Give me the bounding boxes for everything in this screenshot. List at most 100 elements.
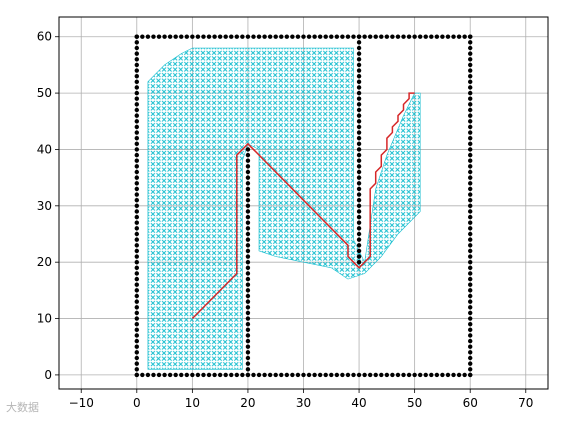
obstacle-point [468,355,473,361]
obstacle-point [151,34,156,39]
obstacle-point [134,316,139,321]
obstacle-point [134,276,139,282]
obstacle-point [451,372,456,378]
obstacle-point [401,34,406,39]
obstacle-point [334,372,340,378]
obstacle-point [468,181,473,186]
obstacle-point [468,372,473,378]
obstacle-point [468,305,473,310]
obstacle-point [468,338,473,344]
obstacle-point [134,367,139,372]
obstacle-point [468,68,473,73]
obstacle-point [134,209,139,214]
y-tick-label: 50 [37,86,52,100]
obstacle-point [384,372,390,378]
obstacle-point [134,181,139,186]
obstacle-point [134,288,139,293]
obstacle-point [134,34,139,39]
obstacle-point [468,96,473,101]
obstacle-point [134,327,139,333]
obstacle-point [179,372,184,378]
obstacle-point [245,271,251,276]
obstacle-point [468,367,473,372]
obstacle-point [356,102,362,107]
obstacle-point [245,220,251,225]
obstacle-point [468,124,473,130]
obstacle-point [440,34,445,39]
obstacle-point [273,372,278,378]
obstacle-point [245,147,251,152]
obstacle-point [245,293,251,299]
obstacle-point [468,90,473,96]
obstacle-walls [134,34,473,378]
obstacle-point [356,254,362,259]
obstacle-point [134,231,139,237]
obstacle-point [229,372,234,378]
obstacle-point [134,305,139,310]
obstacle-point [134,299,139,304]
obstacle-point [245,186,251,192]
obstacle-point [245,203,251,209]
obstacle-point [429,372,434,378]
obstacle-point [162,34,167,39]
obstacle-point [134,372,139,378]
obstacle-point [245,175,251,180]
obstacle-point [245,276,251,282]
obstacle-point [468,102,473,107]
obstacle-point [134,113,139,118]
obstacle-point [251,34,256,39]
obstacle-point [190,34,195,39]
obstacle-point [456,34,462,39]
obstacle-point [245,355,251,361]
x-tick-label: 20 [240,396,255,410]
obstacle-point [367,372,373,378]
obstacle-point [312,372,317,378]
x-tick-label: 50 [407,396,422,410]
obstacle-point [440,372,445,378]
obstacle-point [134,57,139,62]
obstacle-point [356,169,362,175]
x-tick-label: 0 [133,396,141,410]
obstacle-point [190,372,195,378]
obstacle-point [306,372,312,378]
obstacle-point [256,34,262,39]
obstacle-point [356,181,362,186]
obstacle-point [384,34,390,39]
y-tick-label: 10 [37,312,52,326]
obstacle-point [356,372,362,378]
obstacle-point [245,288,251,293]
obstacle-point [223,34,228,39]
obstacle-point [134,158,139,163]
obstacle-point [356,40,362,45]
obstacle-point [468,231,473,237]
visited-cells [147,47,421,370]
obstacle-point [134,293,139,299]
obstacle-point [134,169,139,175]
obstacle-point [329,372,334,378]
obstacle-point [134,265,139,271]
y-tick-label: 40 [37,142,52,156]
obstacle-point [134,259,139,265]
obstacle-point [134,248,139,254]
obstacle-point [134,96,139,101]
watermark: 大数据 [6,399,39,415]
obstacle-wall [356,34,362,265]
obstacle-point [356,203,362,209]
obstacle-point [417,34,423,39]
obstacle-point [306,34,312,39]
obstacle-point [134,68,139,73]
planned-path [191,92,415,320]
obstacle-point [245,248,251,254]
obstacle-point [468,141,473,147]
obstacle-point [468,107,473,113]
obstacle-point [317,372,323,378]
obstacle-point [217,34,223,39]
obstacle-point [134,124,139,130]
obstacle-point [134,361,139,366]
obstacle-point [245,237,251,242]
obstacle-point [134,147,139,152]
obstacle-point [184,372,190,378]
obstacle-point [234,372,240,378]
obstacle-point [356,214,362,220]
obstacle-point [468,85,473,90]
